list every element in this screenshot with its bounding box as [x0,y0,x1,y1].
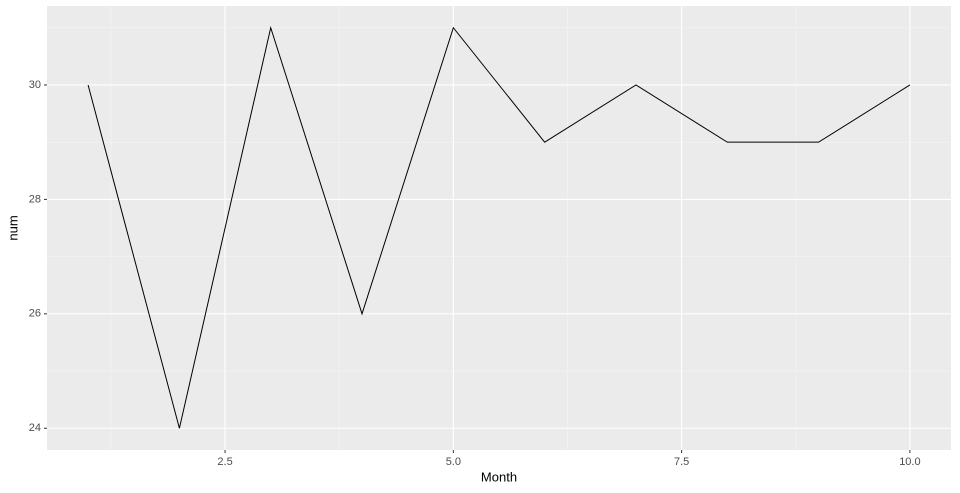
y-axis-title: num [5,215,20,240]
x-tick-label: 10.0 [899,456,920,468]
y-tick-label: 26 [29,308,41,320]
y-tick-label: 24 [29,422,41,434]
x-axis-title: Month [481,469,517,484]
y-tick-label: 28 [29,193,41,205]
data-line [87,25,911,429]
x-tick-label: 2.5 [217,456,232,468]
x-tick-label: 5.0 [446,456,461,468]
panel [47,6,951,450]
y-tick-label: 30 [29,79,41,91]
x-tick-label: 7.5 [674,456,689,468]
